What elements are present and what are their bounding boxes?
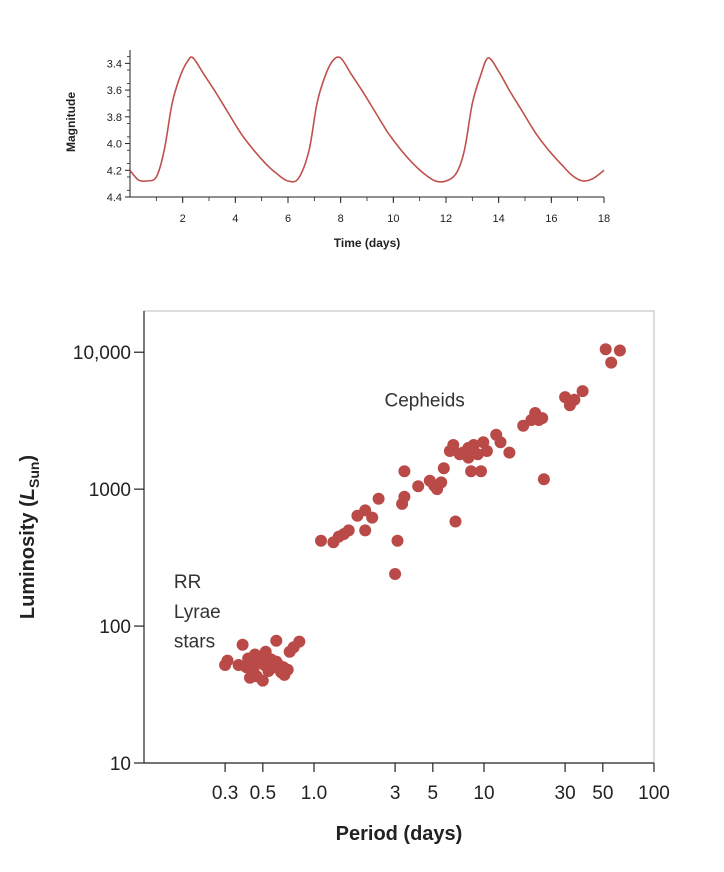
- x-tick-label: 16: [545, 213, 557, 225]
- data-point: [372, 492, 385, 505]
- x-tick-label: 10: [473, 783, 494, 804]
- light-curve-chart: 3.4 3.6 3.8 4.0 4.2 4.4 2 4 6 8 10 12 14 16 18 Time (…: [64, 50, 610, 250]
- data-point: [536, 412, 549, 425]
- x-tick-label: 5: [428, 783, 439, 804]
- x-tick-label: 30: [555, 783, 576, 804]
- data-point: [475, 465, 487, 478]
- annotation-label: Lyrae: [174, 602, 221, 623]
- period-luminosity-y-axis-label: Luminosity (LSun): [17, 455, 42, 619]
- y-tick-label: 1000: [89, 480, 131, 501]
- data-point: [449, 515, 462, 528]
- x-tick-label: 1.0: [301, 783, 327, 804]
- x-tick-label: 4: [232, 213, 238, 225]
- y-tick-label: 4.2: [107, 165, 122, 177]
- y-label-main: Luminosity (: [17, 500, 39, 619]
- period-luminosity-x-axis-label: Period (days): [336, 823, 463, 845]
- data-point: [389, 568, 402, 580]
- data-point: [398, 490, 411, 503]
- annotation-label: Cepheids: [385, 391, 465, 412]
- y-tick-label: 4.4: [107, 192, 122, 204]
- data-point: [391, 534, 404, 547]
- period-luminosity-y-ticks: 10 100 1000 10,000: [73, 343, 144, 775]
- data-point: [462, 451, 475, 464]
- light-curve-y-axis-label: Magnitude: [64, 92, 78, 152]
- data-point: [366, 511, 379, 524]
- y-label-subscript: Sun: [26, 462, 42, 488]
- light-curve-x-ticks: 2 4 6 8 10 12 14 16 18: [155, 197, 610, 225]
- period-luminosity-chart: 10 100 1000 10,000 0.3 0.5 1.0 3 5 10 30 50 100 Cep…: [17, 310, 670, 845]
- y-tick-label: 10: [110, 754, 131, 775]
- light-curve-y-ticks: 3.4 3.6 3.8 4.0 4.2 4.4: [107, 56, 130, 204]
- y-label-symbol: L: [17, 488, 39, 500]
- data-point: [599, 343, 612, 356]
- data-point: [503, 446, 516, 459]
- annotation-label: RR: [174, 572, 201, 593]
- data-point: [256, 674, 269, 687]
- data-point: [605, 356, 618, 369]
- data-point: [315, 534, 327, 547]
- period-luminosity-x-ticks: 0.3 0.5 1.0 3 5 10 30 50 100: [212, 763, 670, 804]
- data-point: [412, 480, 425, 493]
- data-point: [342, 524, 355, 537]
- x-tick-label: 100: [638, 783, 670, 804]
- y-tick-label: 100: [99, 617, 131, 638]
- y-label-close: ): [17, 455, 39, 462]
- x-tick-label: 8: [338, 213, 344, 225]
- light-curve-x-axis-label: Time (days): [334, 236, 400, 250]
- x-tick-label: 12: [440, 213, 452, 225]
- data-point: [359, 524, 372, 537]
- y-tick-label: 4.0: [107, 139, 122, 151]
- data-point: [480, 445, 493, 457]
- annotation-label: stars: [174, 631, 215, 652]
- data-point: [293, 635, 306, 648]
- x-tick-label: 18: [598, 213, 610, 225]
- data-point: [270, 634, 283, 647]
- period-luminosity-points: [219, 343, 626, 687]
- data-point: [447, 439, 460, 451]
- y-tick-label: 3.8: [107, 112, 122, 124]
- x-tick-label: 6: [285, 213, 291, 225]
- x-tick-label: 3: [390, 783, 401, 804]
- x-tick-label: 2: [180, 213, 186, 225]
- data-point: [576, 385, 589, 398]
- x-tick-label: 0.5: [250, 783, 276, 804]
- y-tick-label: 3.6: [107, 85, 122, 97]
- data-point: [398, 465, 411, 478]
- period-luminosity-annotations: Cepheids RR Lyrae stars: [174, 391, 465, 653]
- data-point: [467, 439, 480, 451]
- data-point: [236, 638, 249, 651]
- data-point: [537, 473, 550, 486]
- data-point: [494, 436, 507, 449]
- y-tick-label: 3.4: [107, 58, 122, 70]
- data-point: [465, 465, 478, 478]
- data-point: [613, 344, 626, 357]
- x-tick-label: 50: [592, 783, 613, 804]
- data-point: [435, 476, 448, 489]
- data-point: [568, 393, 581, 406]
- data-point: [281, 663, 294, 676]
- data-point: [437, 462, 450, 475]
- data-point: [221, 654, 234, 667]
- light-curve-line: [129, 56, 605, 183]
- data-point: [471, 448, 484, 461]
- y-tick-label: 10,000: [73, 343, 131, 364]
- x-tick-label: 10: [387, 213, 399, 225]
- x-tick-label: 14: [493, 213, 505, 225]
- x-tick-label: 0.3: [212, 783, 238, 804]
